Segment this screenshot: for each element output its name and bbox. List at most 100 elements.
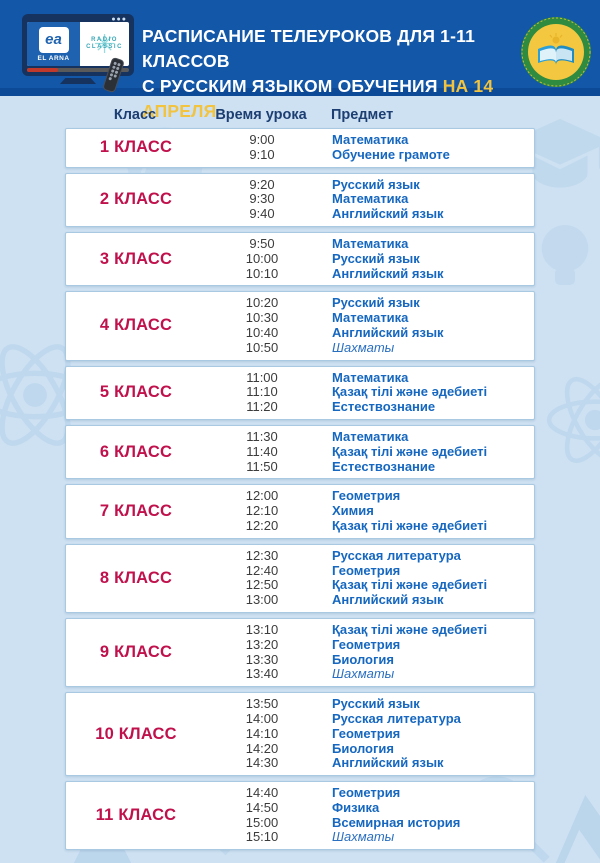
schedule-row: 11 КЛАСС 14:40 14:50 15:00 15:10 Геометрия Ф… <box>65 781 535 851</box>
lesson-subject: Геометрия <box>332 562 401 578</box>
lesson-subject: Шахматы <box>332 829 395 845</box>
lesson-subject: Обучение грамоте <box>332 146 450 162</box>
lesson-time: 14:20 <box>245 740 279 756</box>
lesson-subject: Математика <box>332 428 409 444</box>
lesson-subjects: Русская литература Геометрия Қазақ тілі жә… <box>318 547 534 608</box>
lesson-time: 13:50 <box>245 696 279 712</box>
el-arna-tv-logo: ●●● ea EL ARNA ✳ RADIO CLASSIC <box>22 14 134 94</box>
lesson-time: 9:40 <box>249 206 275 222</box>
lesson-subject: Геометрия <box>332 785 401 801</box>
lesson-subjects: Математика Қазақ тілі және әдебиеті Естест… <box>318 369 534 415</box>
el-arna-logo: ea EL ARNA <box>27 22 81 66</box>
schedule-row: 2 КЛАСС 9:20 9:30 9:40 Русский язык Математ… <box>65 172 535 227</box>
lesson-time: 11:00 <box>246 369 278 385</box>
lesson-time: 14:50 <box>245 799 279 815</box>
lesson-times: 14:40 14:50 15:00 15:10 <box>206 785 318 845</box>
class-label: 7 КЛАСС <box>99 502 173 521</box>
tv-stand <box>60 78 96 84</box>
schedule-row: 6 КЛАСС 11:30 11:40 11:50 Математика Қазақ … <box>65 424 535 480</box>
lesson-subject: Физика <box>332 799 380 815</box>
lesson-time: 9:30 <box>249 191 275 207</box>
lesson-time: 11:50 <box>246 458 278 474</box>
lesson-subject: Математика <box>332 132 409 147</box>
lesson-subject: Қазақ тілі және әдебиеті <box>332 443 488 459</box>
lesson-subject: Всемирная история <box>332 814 461 830</box>
lesson-time: 13:40 <box>245 666 279 682</box>
lesson-subject: Естествознание <box>332 458 436 474</box>
title-line-2-text: С РУССКИМ ЯЗЫКОМ ОБУЧЕНИЯ <box>142 76 438 96</box>
video-progress-bar <box>27 68 129 72</box>
lesson-subject: Химия <box>332 503 374 519</box>
lesson-times: 11:30 11:40 11:50 <box>206 429 318 474</box>
lesson-time: 11:10 <box>246 384 278 400</box>
schedule-table: Класс Время урока Предмет 1 КЛАСС 9:00 9:… <box>65 104 535 851</box>
lesson-subjects: Математика Русский язык Английский язык <box>318 236 534 281</box>
lesson-time: 11:40 <box>246 443 278 459</box>
lesson-subject: Английский язык <box>332 265 444 281</box>
lesson-subject: Математика <box>332 369 409 385</box>
schedule-row: 8 КЛАСС 12:30 12:40 12:50 13:00 Русская лит… <box>65 543 535 613</box>
lesson-times: 11:00 11:10 11:20 <box>206 369 318 415</box>
radio-label: RADIO <box>91 37 118 43</box>
classic-label: CLASSIC <box>86 44 123 50</box>
video-progress-fill <box>27 68 58 72</box>
lesson-subjects: Русский язык Русская литература Геометрия Б… <box>318 696 534 771</box>
column-header-class: Класс <box>113 107 157 123</box>
lesson-subject: Геометрия <box>332 725 401 741</box>
starburst-icon: ✳ <box>93 28 116 59</box>
lesson-time: 12:00 <box>245 488 279 504</box>
poster-title: РАСПИСАНИЕ ТЕЛЕУРОКОВ ДЛЯ 1-11 КЛАССОВ С… <box>142 24 518 124</box>
column-header-subject: Предмет <box>331 107 394 123</box>
class-label: 4 КЛАСС <box>99 316 173 335</box>
lesson-subjects: Геометрия Химия Қазақ тілі және әдебиеті <box>318 489 534 533</box>
lesson-subjects: Қазақ тілі және әдебиеті Геометрия Биологи… <box>318 621 534 682</box>
lesson-time: 12:30 <box>245 547 279 563</box>
lesson-subject: Шахматы <box>332 339 395 355</box>
lesson-subject: Английский язык <box>332 324 444 340</box>
title-line-1: РАСПИСАНИЕ ТЕЛЕУРОКОВ ДЛЯ 1-11 КЛАССОВ <box>142 26 476 71</box>
header-banner: ●●● ea EL ARNA ✳ RADIO CLASSIC <box>0 0 600 121</box>
edu-news-logo: EDU NEWS <box>231 860 368 863</box>
lesson-subject: Русский язык <box>332 176 420 192</box>
lesson-time: 11:20 <box>246 399 278 415</box>
schedule-row: 9 КЛАСС 13:10 13:20 13:30 13:40 Қазақ тілі … <box>65 617 535 688</box>
lesson-time: 9:10 <box>249 146 275 162</box>
lesson-subject: Английский язык <box>332 592 444 608</box>
schedule-row: 1 КЛАСС 9:00 9:10 Математика Обучение грам… <box>65 128 535 168</box>
lesson-time: 12:40 <box>245 562 279 578</box>
lesson-subjects: Математика Қазақ тілі және әдебиеті Естест… <box>318 428 534 474</box>
lesson-time: 15:10 <box>245 829 279 845</box>
lesson-time: 10:20 <box>245 295 279 311</box>
lesson-subject: Русский язык <box>332 250 420 266</box>
lesson-time: 12:50 <box>245 577 279 593</box>
footer: EDU NEWS <box>0 860 600 863</box>
lesson-time: 9:50 <box>249 235 275 251</box>
lesson-time: 12:20 <box>245 517 279 533</box>
lesson-subject: Қазақ тілі және әдебиеті <box>332 577 488 593</box>
lesson-subjects: Геометрия Физика Всемирная история Шахматы <box>318 785 534 845</box>
lesson-time: 12:10 <box>245 503 279 519</box>
lesson-time: 10:10 <box>245 265 279 281</box>
schedule-row: 5 КЛАСС 11:00 11:10 11:20 Математика Қазақ … <box>65 365 535 420</box>
lesson-subjects: Русский язык Математика Английский язык <box>318 176 534 222</box>
lesson-subject: Английский язык <box>332 206 444 222</box>
lesson-time: 14:30 <box>245 755 279 771</box>
schedule-rows: 1 КЛАСС 9:00 9:10 Математика Обучение грам… <box>65 128 535 851</box>
lesson-subject: Русская литература <box>332 547 461 563</box>
lesson-subjects: Математика Обучение грамоте <box>318 132 534 163</box>
lesson-time: 9:20 <box>249 176 275 192</box>
schedule-row: 7 КЛАСС 12:00 12:10 12:20 Геометрия Химия Қа… <box>65 484 535 539</box>
lesson-subject: Биология <box>332 651 394 667</box>
lesson-time: 14:40 <box>245 785 279 801</box>
lesson-subject: Қазақ тілі және әдебиеті <box>332 621 488 637</box>
lesson-subjects: Русский язык Математика Английский язык Шах… <box>318 296 534 355</box>
lesson-times: 9:20 9:30 9:40 <box>206 176 318 222</box>
lesson-times: 12:00 12:10 12:20 <box>206 489 318 533</box>
lesson-subject: Шахматы <box>332 666 395 682</box>
lesson-time: 15:00 <box>245 814 279 830</box>
lesson-time: 10:40 <box>245 324 279 340</box>
lesson-subject: Математика <box>332 191 409 207</box>
lesson-time: 10:00 <box>245 250 279 266</box>
tv-menu-dots-icon: ●●● <box>111 16 127 23</box>
table-header-row: Класс Время урока Предмет <box>65 104 535 128</box>
